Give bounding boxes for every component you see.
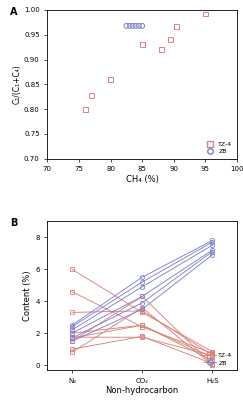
Text: B: B — [10, 218, 18, 228]
Point — [131, 23, 135, 29]
X-axis label: Non-hydrocarbon: Non-hydrocarbon — [105, 386, 179, 396]
X-axis label: CH₄ (%): CH₄ (%) — [126, 175, 159, 184]
Legend: TZ-4, ZB: TZ-4, ZB — [203, 352, 234, 367]
Point — [134, 23, 138, 29]
Text: A: A — [10, 7, 18, 17]
Point — [140, 42, 144, 48]
Point — [83, 106, 87, 112]
Legend: TZ-4, ZB: TZ-4, ZB — [203, 140, 234, 156]
Point — [124, 23, 128, 29]
Point — [137, 23, 141, 29]
Point — [175, 23, 179, 30]
Point — [140, 23, 144, 29]
Y-axis label: C₁/(C₁+C₄): C₁/(C₁+C₄) — [12, 64, 21, 104]
Point — [159, 46, 163, 52]
Point — [90, 92, 94, 98]
Point — [203, 11, 207, 17]
Point — [109, 76, 113, 83]
Point — [169, 36, 173, 43]
Y-axis label: Content (%): Content (%) — [24, 270, 33, 321]
Point — [128, 23, 131, 29]
